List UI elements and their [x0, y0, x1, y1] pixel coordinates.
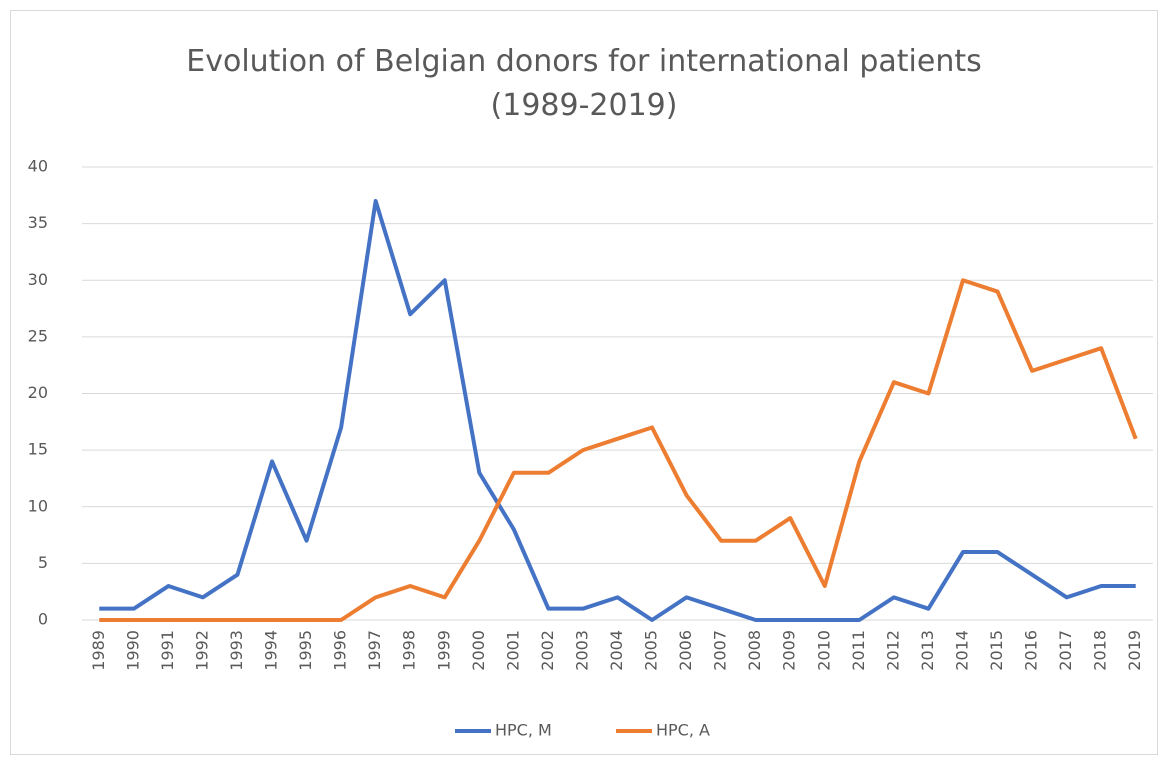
x-tick-label: 2015 [987, 630, 1006, 671]
chart-title: Evolution of Belgian donors for internat… [186, 44, 982, 123]
x-tick-label: 1999 [434, 630, 453, 671]
x-tick-label: 2002 [538, 630, 557, 671]
x-tick-label: 2018 [1091, 630, 1110, 671]
x-tick-label: 2009 [780, 630, 799, 671]
x-tick-label: 1997 [365, 630, 384, 671]
chart-frame [10, 10, 1158, 755]
x-tick-label: 1990 [123, 630, 142, 671]
y-tick-label: 5 [38, 553, 48, 572]
x-tick-label: 2017 [1056, 630, 1075, 671]
y-tick-label: 30 [28, 270, 48, 289]
x-tick-label: 2012 [883, 630, 902, 671]
x-tick-label: 2003 [572, 630, 591, 671]
x-tick-label: 1992 [192, 630, 211, 671]
y-tick-label: 40 [28, 157, 48, 176]
y-tick-label: 25 [28, 326, 48, 345]
series-line [99, 278, 1138, 622]
y-tick-label: 0 [38, 610, 48, 629]
legend-label: HPC, A [656, 721, 710, 740]
x-tick-label: 2013 [918, 630, 937, 671]
legend-label: HPC, M [495, 721, 552, 740]
x-tick-label: 1991 [158, 630, 177, 671]
y-tick-label: 15 [28, 440, 48, 459]
x-tick-label: 2006 [676, 630, 695, 671]
x-tick-label: 1996 [331, 630, 350, 671]
x-tick-label: 2016 [1022, 630, 1041, 671]
y-tick-label: 35 [28, 213, 48, 232]
x-tick-label: 2008 [745, 630, 764, 671]
x-tick-label: 1994 [262, 630, 281, 671]
x-tick-label: 2019 [1125, 630, 1144, 671]
x-tick-label: 2005 [642, 630, 661, 671]
x-tick-label: 1995 [296, 630, 315, 671]
x-tick-label: 1989 [89, 630, 108, 671]
y-tick-label: 10 [28, 496, 48, 515]
x-tick-label: 1998 [400, 630, 419, 671]
x-tick-label: 2001 [503, 630, 522, 671]
x-tick-label: 1993 [227, 630, 246, 671]
x-tick-label: 2004 [607, 630, 626, 671]
x-tick-label: 2010 [814, 630, 833, 671]
x-tick-label: 2000 [469, 630, 488, 671]
x-tick-label: 2011 [849, 630, 868, 671]
x-tick-label: 2007 [711, 630, 730, 671]
x-tick-label: 2014 [952, 630, 971, 671]
series-line [99, 198, 1136, 622]
y-tick-label: 20 [28, 383, 48, 402]
